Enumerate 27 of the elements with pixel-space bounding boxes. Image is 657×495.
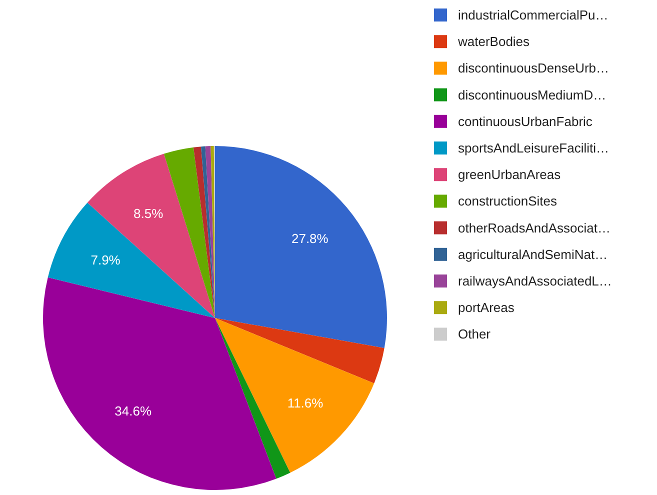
pie-slice [193,146,215,318]
data-label: 27.8% [291,230,329,246]
legend-label: sportsAndLeisureFaciliti… [458,140,610,156]
legend-label: greenUrbanAreas [458,167,562,182]
legend-label: discontinuousDenseUrb… [458,60,610,76]
pie-slice [87,154,215,318]
legend-label: agriculturalAndSemiNat… [458,246,608,262]
legend-label: discontinuousMediumD… [458,87,606,102]
legend-label: railwaysAndAssociatedL… [458,274,612,288]
pie-slice [164,147,215,318]
pie-slice [48,202,215,318]
pie-slice [200,146,215,318]
data-label: 7.9% [90,252,121,268]
legend-label: continuousUrbanFabric [458,114,593,129]
data-label: 8.5% [133,206,164,222]
pie-slice [215,318,384,384]
legend-label: Other [458,326,492,342]
pie-slice [215,318,374,473]
data-label: 11.6% [287,395,324,410]
pie-slice [43,277,276,490]
legend-label: waterBodies [457,34,530,50]
pie-slice [215,146,387,348]
legend-label: otherRoadsAndAssociat… [458,220,610,236]
legend-label: industrialCommercialPu… [458,8,608,22]
legend-label: portAreas [458,300,515,316]
legend-label: constructionSites [458,194,558,209]
data-label: 34.6% [114,403,152,418]
